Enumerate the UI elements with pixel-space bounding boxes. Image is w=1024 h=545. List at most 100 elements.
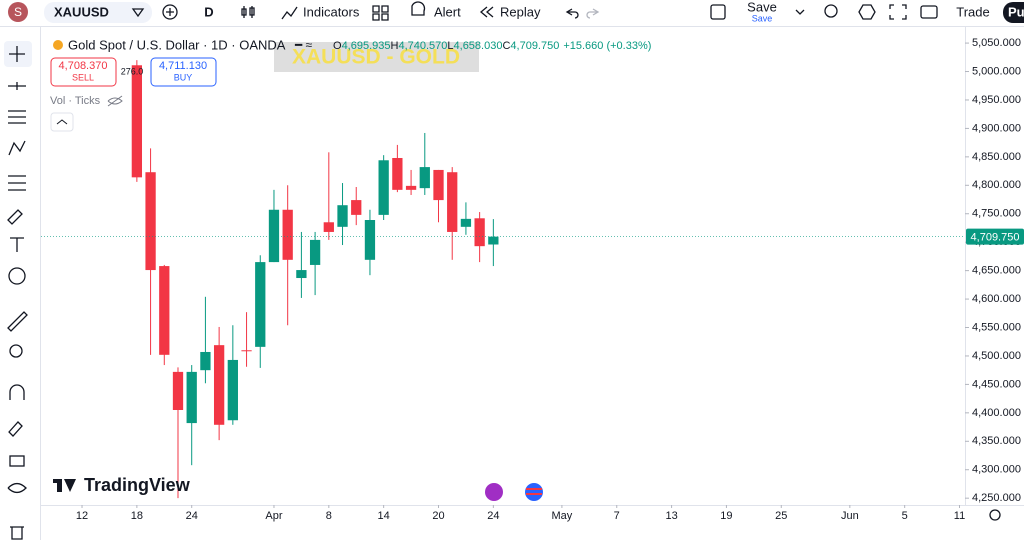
last-price-label: 4,709.750 <box>971 232 1020 244</box>
x-tick-label: 14 <box>378 510 390 522</box>
candle-body <box>433 169 444 201</box>
trendline-tool[interactable] <box>8 82 26 90</box>
search-button[interactable] <box>824 4 838 18</box>
symbol-logo <box>53 40 63 50</box>
candle-body <box>282 209 293 260</box>
legend-close: 4,709.750 <box>510 40 559 52</box>
indicators-button[interactable]: Indicators <box>303 4 360 19</box>
publish-label: Pu <box>1008 4 1024 19</box>
tradingview-logo-mark <box>53 479 76 492</box>
trade-button[interactable]: Trade <box>956 4 989 19</box>
lock-tool[interactable] <box>9 455 25 467</box>
avatar[interactable] <box>8 2 28 22</box>
replay-button[interactable]: Replay <box>500 4 541 19</box>
collapse-icon <box>56 119 68 125</box>
measure-tool[interactable] <box>7 311 28 332</box>
candle-body <box>474 218 485 247</box>
candle-body <box>172 371 184 410</box>
y-tick-label: 4,800.000 <box>972 179 1021 191</box>
x-tick-label: 5 <box>902 510 908 522</box>
candle-body <box>419 167 430 189</box>
candle-body <box>159 266 170 355</box>
save-menu[interactable] <box>795 9 805 15</box>
save-button[interactable]: Save <box>747 0 777 14</box>
fullscreen-button[interactable] <box>889 4 907 20</box>
compare-button[interactable] <box>162 4 178 20</box>
buy-button[interactable] <box>150 57 217 87</box>
y-tick-label: 4,850.000 <box>972 151 1021 163</box>
y-tick-label: 4,400.000 <box>972 407 1021 419</box>
chart-type-button[interactable] <box>241 6 255 18</box>
settings-button[interactable] <box>858 4 876 20</box>
crosshair-tool[interactable] <box>9 46 25 62</box>
symbol-search[interactable] <box>44 2 152 23</box>
candle-body <box>186 371 197 424</box>
symbol-icon <box>131 8 145 18</box>
y-tick-label: 4,600.000 <box>972 293 1021 305</box>
plus-icon <box>166 8 174 16</box>
x-tick-label: 24 <box>186 510 198 522</box>
avatar-letter: S <box>14 5 22 19</box>
undo-button[interactable] <box>565 8 579 19</box>
layouts-button[interactable] <box>372 5 389 21</box>
pattern-tool[interactable] <box>8 140 26 156</box>
collapse-legend[interactable] <box>50 112 74 132</box>
candle-body <box>488 236 499 245</box>
news-marker[interactable] <box>525 483 543 501</box>
candle-body <box>351 200 362 215</box>
indicator-legend[interactable]: Vol · Ticks <box>50 95 101 107</box>
fullscreen-toggle[interactable] <box>710 4 726 20</box>
interval[interactable]: D <box>204 4 213 19</box>
sell-price: 4,708.370 <box>59 60 108 72</box>
y-tick-label: 5,000.000 <box>972 65 1021 77</box>
last-price-tag <box>966 228 1024 245</box>
indicators-icon <box>281 6 298 20</box>
x-tick-label: May <box>552 510 573 522</box>
event-marker[interactable] <box>485 483 503 501</box>
tradingview-logo: TradingView <box>84 475 191 495</box>
legend-high: 4,740.570 <box>398 40 447 52</box>
flag-stripes <box>526 488 542 495</box>
candle-body <box>131 65 143 178</box>
zoom-tool[interactable] <box>9 344 23 358</box>
snapshot-button[interactable] <box>920 5 938 19</box>
hide-tool[interactable] <box>7 482 27 494</box>
x-tick-label: 19 <box>720 510 732 522</box>
candle-body <box>405 185 417 190</box>
candle-body <box>378 160 389 215</box>
ohlc-legend: O4,695.935H4,740.570L4,658.030C4,709.750… <box>333 40 651 52</box>
drawing-mode-tool[interactable] <box>8 421 23 437</box>
x-tick-label: 12 <box>76 510 88 522</box>
candle-body <box>447 172 458 232</box>
x-tick-label: 18 <box>131 510 143 522</box>
y-tick-label: 4,650.000 <box>972 265 1021 277</box>
redo-button[interactable] <box>586 8 600 19</box>
icon-tool[interactable] <box>8 267 26 285</box>
magnet-tool[interactable] <box>9 384 25 400</box>
legend-low-label: L <box>447 40 453 52</box>
y-tick-label: 4,450.000 <box>972 378 1021 390</box>
save-status: Save <box>752 13 773 23</box>
fib-tool[interactable] <box>8 110 26 124</box>
legend-title[interactable]: Gold Spot / U.S. Dollar · 1D · OANDA <box>68 37 286 52</box>
brush-tool[interactable] <box>7 209 23 225</box>
delete-tool[interactable] <box>10 526 24 540</box>
text-tool[interactable] <box>10 237 24 252</box>
sell-button[interactable] <box>50 57 117 87</box>
x-tick-label: Jun <box>841 510 859 522</box>
symbol[interactable]: XAUUSD <box>54 4 109 19</box>
indicator-hidden-icon[interactable] <box>107 95 123 107</box>
y-tick-label: 4,250.000 <box>972 492 1021 504</box>
axis-settings[interactable] <box>989 509 1001 521</box>
y-tick-label: 4,750.000 <box>972 208 1021 220</box>
prediction-tool[interactable] <box>8 175 26 191</box>
legend-status: ━ ≈ <box>294 38 313 52</box>
candle-body <box>213 345 225 425</box>
legend-low: 4,658.030 <box>454 40 503 52</box>
publish-button[interactable] <box>1003 2 1024 23</box>
alert-button[interactable]: Alert <box>434 4 461 19</box>
sell-label: SELL <box>72 72 94 82</box>
buy-price: 4,711.130 <box>159 60 207 72</box>
